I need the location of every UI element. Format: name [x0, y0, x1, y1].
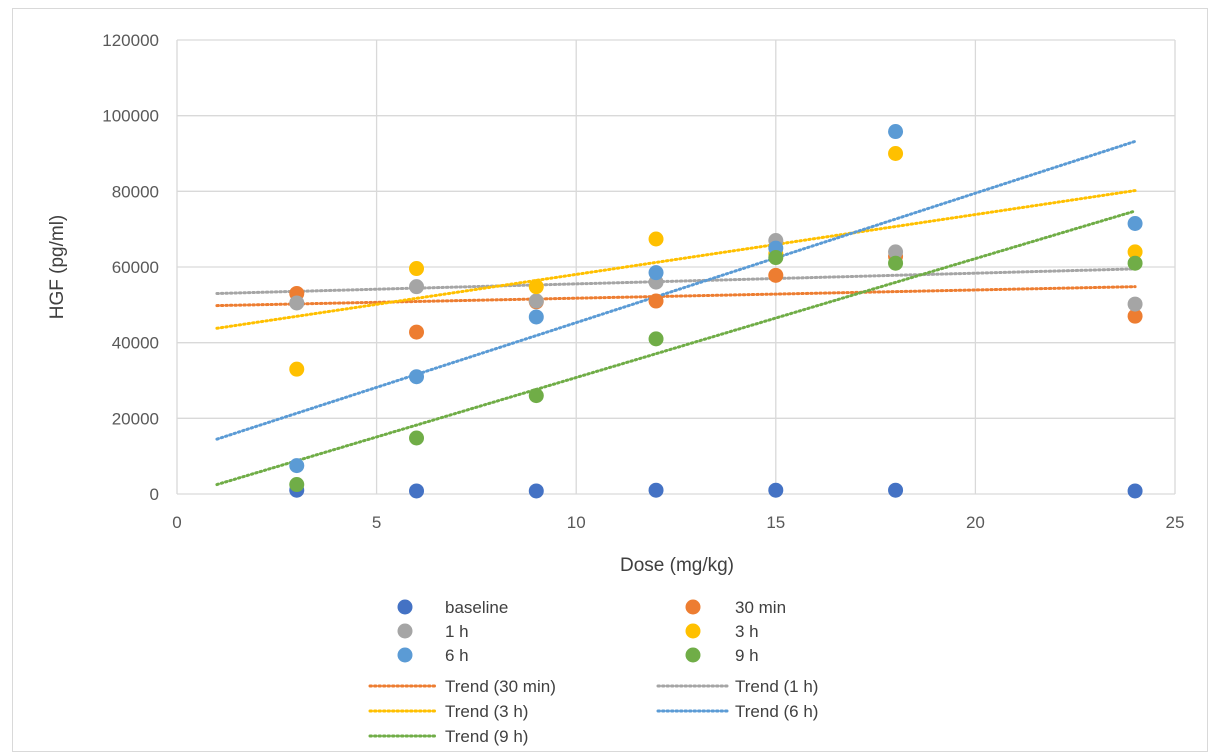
data-point	[528, 388, 544, 404]
data-point	[289, 458, 305, 474]
data-point	[888, 255, 904, 271]
data-point	[409, 430, 425, 446]
y-tick-label: 100000	[102, 107, 159, 126]
legend: baseline 30 min 1 h 3 h 6 h 9 h Trend (30 min)…	[368, 598, 818, 746]
data-point	[768, 250, 784, 266]
data-point	[888, 124, 904, 140]
x-tick-label: 20	[966, 513, 985, 532]
data-point	[289, 477, 305, 493]
legend-label: Trend (9 h)	[445, 727, 528, 746]
legend-label: baseline	[445, 598, 508, 617]
x-axis-title: Dose (mg/kg)	[620, 555, 734, 576]
x-tick-label: 5	[372, 513, 381, 532]
legend-marker	[685, 647, 701, 663]
data-point	[528, 483, 544, 499]
legend-marker	[685, 599, 701, 615]
data-point	[289, 295, 305, 311]
legend-label: 9 h	[735, 646, 759, 665]
data-point	[648, 331, 664, 347]
data-point	[409, 483, 425, 499]
data-point	[888, 482, 904, 498]
data-point	[409, 261, 425, 277]
data-point	[409, 279, 425, 295]
legend-label: Trend (30 min)	[445, 677, 556, 696]
legend-label: Trend (1 h)	[735, 677, 818, 696]
data-point	[528, 293, 544, 309]
y-tick-label: 20000	[112, 409, 159, 428]
legend-label: Trend (3 h)	[445, 702, 528, 721]
gridlines	[176, 39, 1176, 495]
data-point	[648, 482, 664, 498]
data-point	[888, 244, 904, 260]
data-point	[648, 231, 664, 247]
data-point	[1127, 296, 1143, 312]
legend-label: 6 h	[445, 646, 469, 665]
x-tick-label: 25	[1166, 513, 1185, 532]
legend-marker	[397, 647, 413, 663]
data-point	[1127, 244, 1143, 260]
data-point	[528, 309, 544, 325]
x-tick-label: 0	[172, 513, 181, 532]
data-point	[888, 146, 904, 161]
data-point	[1127, 308, 1143, 324]
y-tick-label: 80000	[112, 182, 159, 201]
data-point	[648, 293, 664, 309]
y-axis-title: HGF (pg/ml)	[47, 215, 68, 320]
legend-label: 3 h	[735, 622, 759, 641]
chart-frame	[12, 8, 1208, 752]
legend-marker	[397, 623, 413, 639]
tick-labels: 0 5 10 15 20 25 0 20000 40000 60000 80000 100000 120…	[102, 31, 1184, 532]
trendline	[215, 209, 1137, 487]
data-point	[528, 279, 544, 295]
data-point	[289, 361, 305, 377]
trendlines	[215, 139, 1137, 487]
legend-marker	[685, 623, 701, 639]
trendline	[215, 285, 1137, 308]
legend-label: Trend (6 h)	[735, 702, 818, 721]
trendline	[215, 139, 1137, 441]
trendline	[215, 189, 1137, 330]
x-tick-label: 15	[766, 513, 785, 532]
y-tick-label: 120000	[102, 31, 159, 50]
x-tick-label: 10	[567, 513, 586, 532]
data-point	[1127, 215, 1143, 231]
legend-label: 1 h	[445, 622, 469, 641]
data-point	[768, 267, 784, 283]
data-point	[1127, 483, 1143, 499]
y-tick-label: 40000	[112, 334, 159, 353]
data-points	[289, 124, 1143, 499]
legend-label: 30 min	[735, 598, 786, 617]
y-tick-label: 60000	[112, 258, 159, 277]
data-point	[409, 324, 425, 340]
data-point	[648, 265, 664, 281]
data-point	[409, 369, 425, 385]
trendline	[215, 267, 1137, 295]
legend-marker	[397, 599, 413, 615]
data-point	[1127, 255, 1143, 271]
data-point	[768, 482, 784, 498]
y-tick-label: 0	[150, 485, 159, 504]
